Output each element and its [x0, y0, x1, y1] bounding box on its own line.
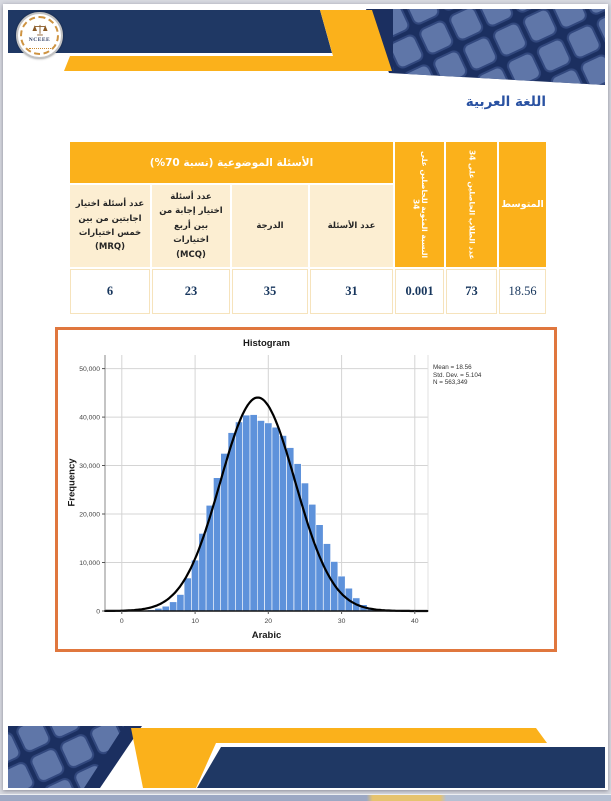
x-axis-label: Arabic [251, 630, 282, 641]
results-table: المتوسط عدد الطلاب الحاصلين على 34 النسب… [70, 142, 546, 314]
col-header-mcq: عدد أسئلة اختيار إجابة من بين أربع اختيا… [152, 185, 230, 267]
svg-text:30: 30 [338, 618, 346, 625]
group-header-objective-questions: الأسئلة الموضوعية (نسبة 70%) [70, 142, 393, 183]
stat-n: N = 563,349 [433, 379, 468, 387]
footer-band [8, 726, 605, 788]
col-header-pct-34: النسبة المئوية للحاصلين على 34 [395, 142, 444, 267]
stat-stddev: Std. Dev. = 5.104 [433, 371, 482, 379]
col-header-mrq: عدد أسئلة اختيار اجابتين من بين خمس اختي… [70, 185, 150, 267]
header-band [8, 9, 605, 85]
svg-text:30,000: 30,000 [79, 463, 100, 470]
svg-text:20,000: 20,000 [79, 511, 100, 518]
value-mean: 18.56 [499, 269, 546, 314]
footer-yellow-stripe [131, 728, 547, 788]
stats-legend: Mean = 18.56 Std. Dev. = 5.104 N = 563,3… [433, 364, 481, 387]
value-students-34: 73 [446, 269, 497, 314]
value-num-questions: 31 [310, 269, 393, 314]
header-navy-bar [8, 10, 332, 53]
page-title: اللغة العربية [465, 94, 546, 110]
chart-title: Histogram [243, 338, 290, 349]
svg-text:40,000: 40,000 [79, 414, 100, 421]
col-header-score: الدرجة [232, 185, 308, 267]
svg-text:50,000: 50,000 [79, 366, 100, 373]
footer-navy-bar [197, 747, 605, 788]
col-header-mean: المتوسط [499, 142, 546, 267]
keyboard-image-bottom [8, 726, 142, 788]
value-mcq: 23 [152, 269, 230, 314]
nceee-logo: NCEEE [16, 12, 63, 59]
svg-text:0: 0 [120, 618, 124, 625]
logo-decorative-ring [20, 16, 59, 55]
stat-mean: Mean = 18.56 [433, 364, 472, 371]
value-score: 35 [232, 269, 308, 314]
next-page-edge [0, 794, 611, 801]
svg-text:10: 10 [191, 618, 199, 625]
document-page: NCEEE اللغة العربية المتوسط عدد الطلاب ا… [3, 4, 608, 790]
y-axis-label: Frequency [66, 458, 78, 507]
histogram-panel: 0 10,000 20,000 30,000 40,000 50,000 0 10 20 30 40… [55, 327, 557, 652]
svg-text:0: 0 [96, 608, 100, 615]
histogram-plot: 0 10,000 20,000 30,000 40,000 50,000 0 10 20 30 40 [79, 355, 429, 625]
svg-text:10,000: 10,000 [79, 560, 100, 567]
col-header-num-questions: عدد الأسئلة [310, 185, 393, 267]
value-pct-34: 0.001 [395, 269, 444, 314]
header-yellow-stripe [64, 10, 392, 71]
value-mrq: 6 [70, 269, 150, 314]
keyboard-image-top [366, 9, 605, 85]
svg-text:20: 20 [265, 618, 273, 625]
svg-text:40: 40 [411, 618, 419, 625]
col-header-students-34: عدد الطلاب الحاصلين على 34 [446, 142, 497, 267]
